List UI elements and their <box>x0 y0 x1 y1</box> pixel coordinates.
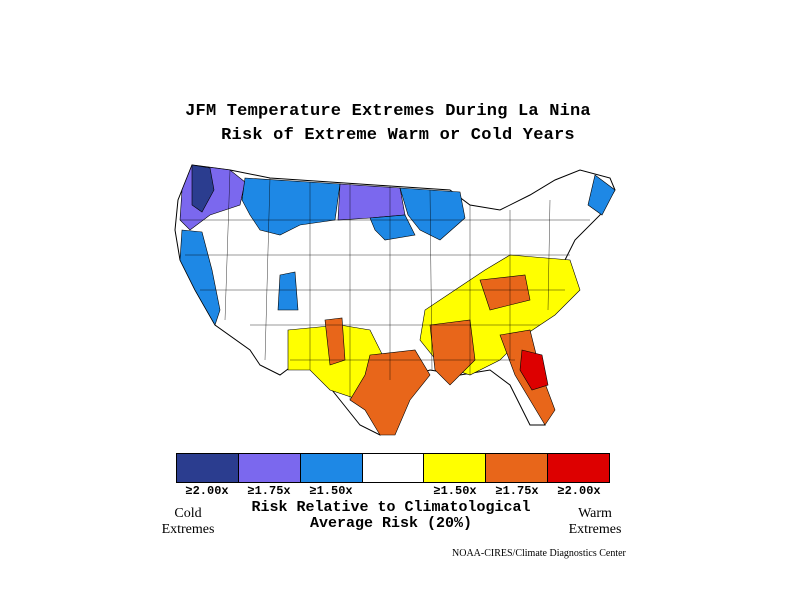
region-upper-plains <box>337 183 406 221</box>
region-texas-orange <box>349 349 431 436</box>
legend-tick-cold-2x: ≥2.00x <box>185 484 229 498</box>
legend-swatch-cold-175x <box>238 454 301 482</box>
legend-swatch-cold-2x <box>177 454 239 482</box>
legend-swatch-warm-2x <box>548 454 610 482</box>
legend-swatch-cold-15x <box>300 454 363 482</box>
legend-tick-warm-175x: ≥1.75x <box>495 484 539 498</box>
map-title-line1: JFM Temperature Extremes During La Nina <box>185 102 591 121</box>
source-credit: NOAA-CIRES/Climate Diagnostics Center <box>452 548 626 559</box>
warm-label-line2: Extremes <box>568 522 622 537</box>
division-grid <box>180 169 590 400</box>
region-northern-rockies <box>241 177 341 236</box>
region-maine <box>587 174 616 216</box>
region-puget-sound <box>191 164 215 213</box>
legend-swatch-warm-175x <box>486 454 549 482</box>
warm-label-line1: Warm <box>578 506 612 521</box>
legend-tick-cold-15x: ≥1.50x <box>309 484 353 498</box>
cold-label-line1: Cold <box>174 506 202 521</box>
region-florida-red <box>519 349 549 391</box>
cold-label-line2: Extremes <box>161 522 215 537</box>
risk-legend-bar <box>176 453 610 483</box>
legend-caption-line2: Average Risk (20%) <box>309 515 473 532</box>
legend-swatch-neutral <box>362 454 425 482</box>
map-title-line2: Risk of Extreme Warm or Cold Years <box>221 126 575 145</box>
legend-swatch-warm-15x <box>424 454 487 482</box>
warm-extremes-label: Warm Extremes <box>555 506 635 538</box>
region-upper-midwest <box>399 187 466 241</box>
legend-tick-cold-175x: ≥1.75x <box>247 484 291 498</box>
region-nevada-blue <box>277 271 299 311</box>
us-climate-division-map <box>174 164 616 436</box>
legend-caption: Risk Relative to Climatological Average … <box>220 500 562 532</box>
legend-tick-warm-15x: ≥1.50x <box>433 484 477 498</box>
region-minnesota-west <box>369 214 416 241</box>
legend-caption-line1: Risk Relative to Climatological <box>251 499 531 516</box>
legend-tick-warm-2x: ≥2.00x <box>557 484 601 498</box>
region-lower-mississippi-orange <box>429 319 476 386</box>
cold-extremes-label: Cold Extremes <box>148 506 228 538</box>
region-california-coast <box>179 229 221 326</box>
